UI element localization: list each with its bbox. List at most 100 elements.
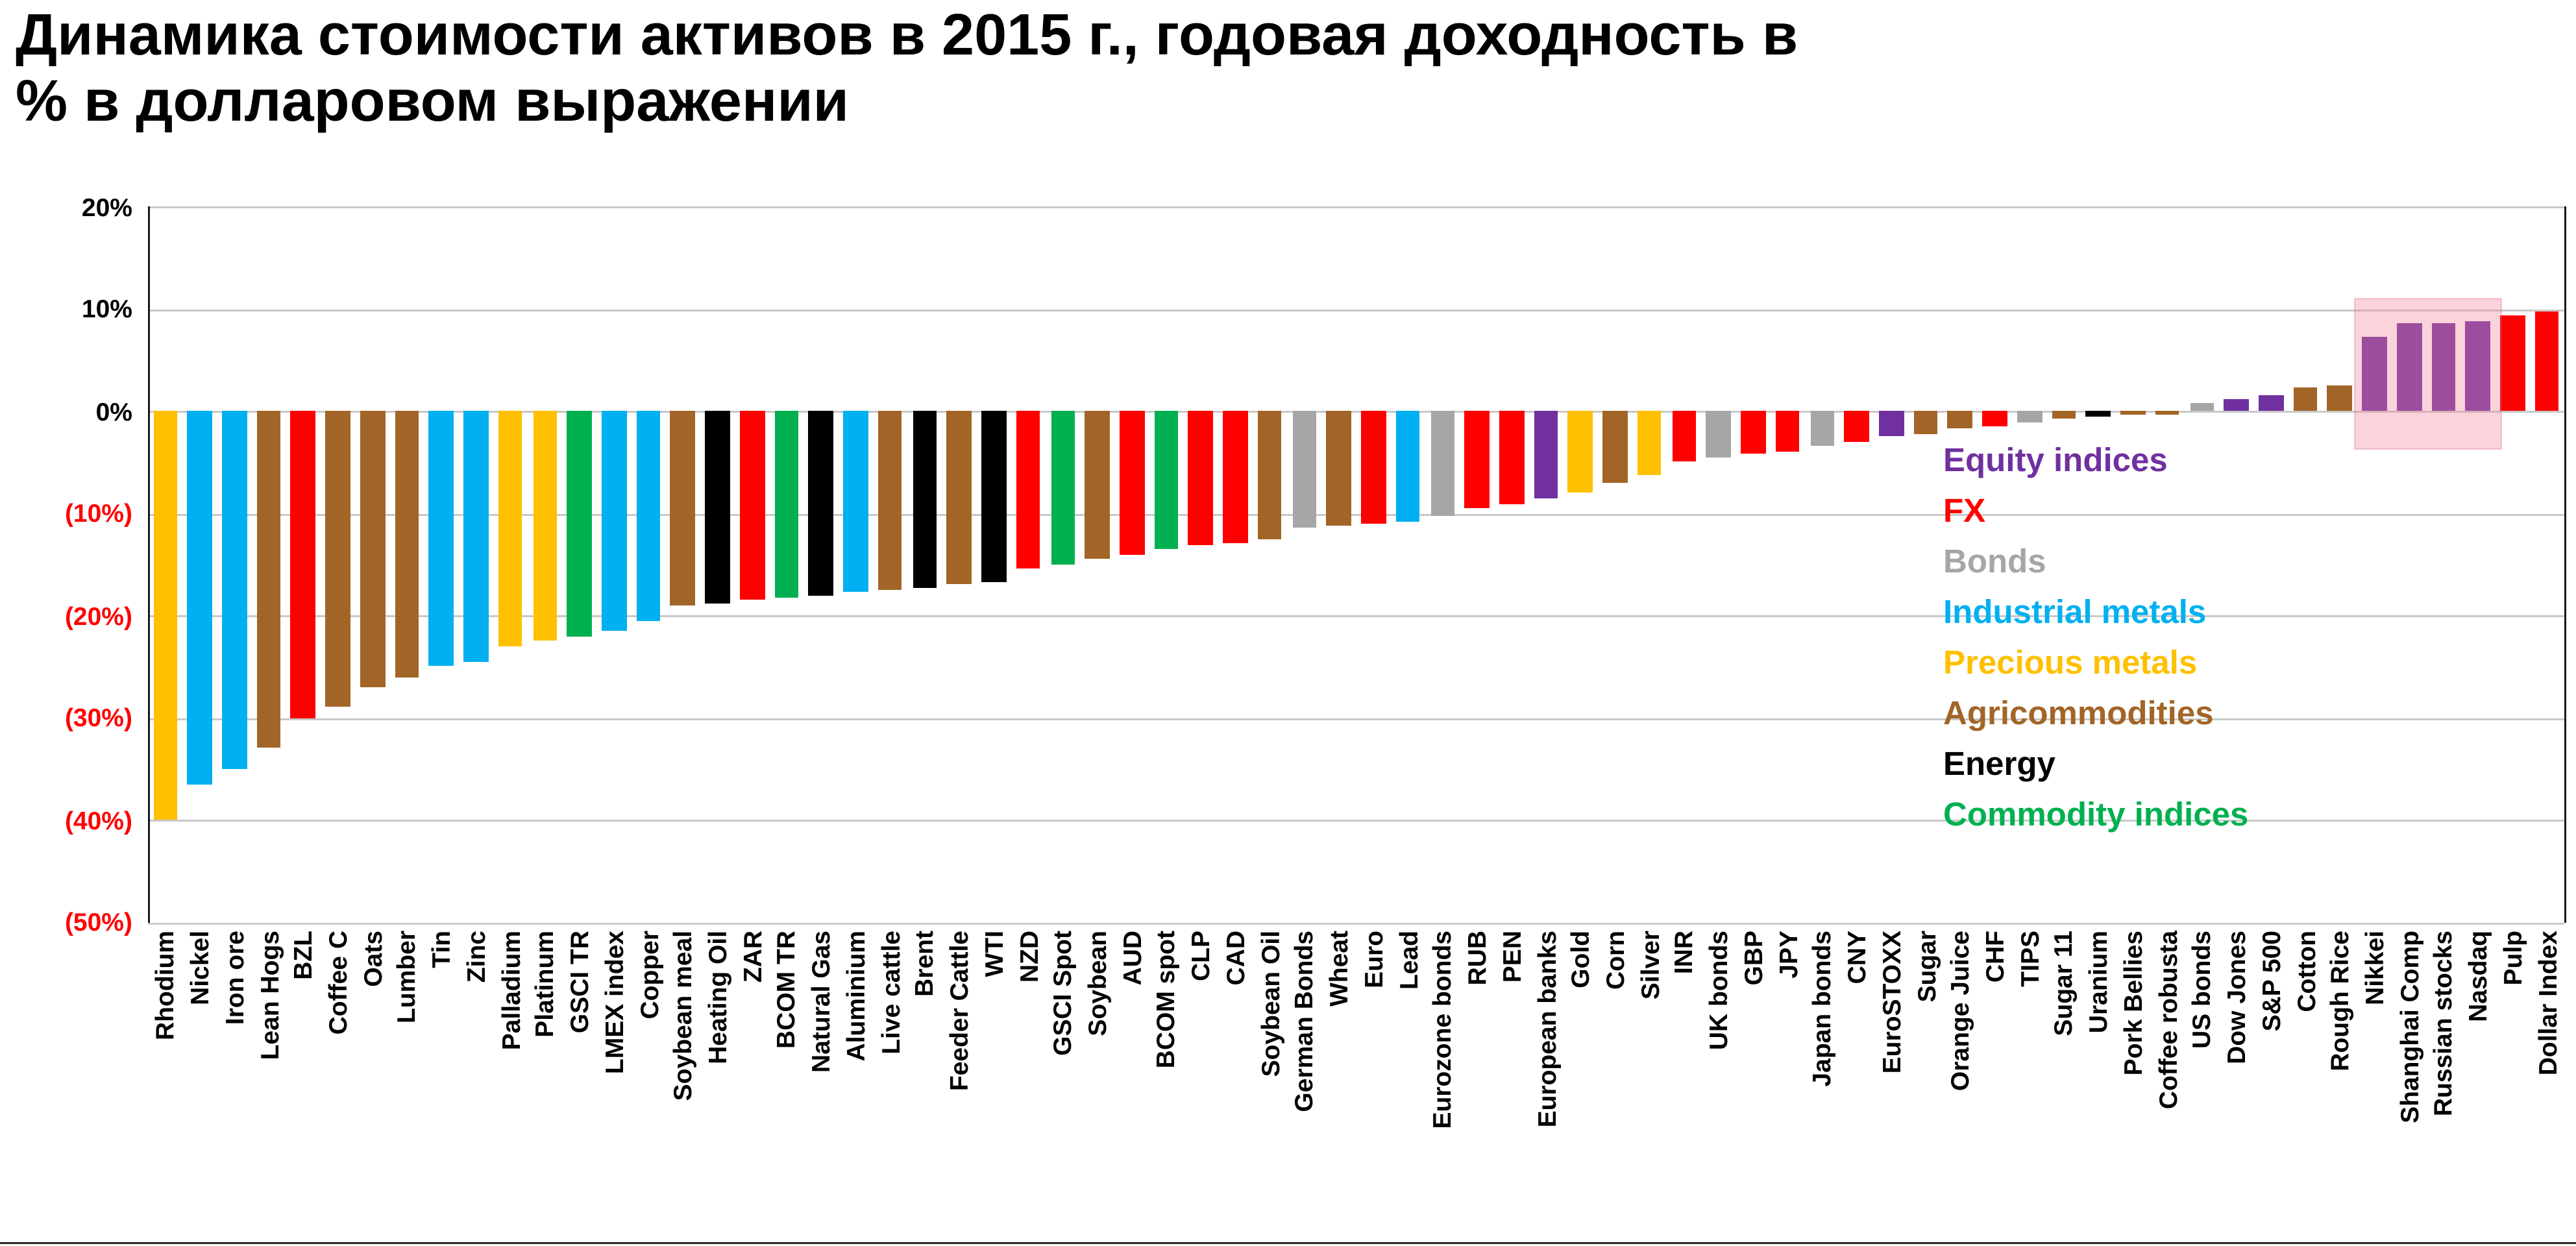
chart-bar xyxy=(809,411,833,595)
highlight-box xyxy=(2354,298,2503,451)
chart-bar xyxy=(912,411,937,588)
x-axis-category-label: Shanghai Comp xyxy=(2392,931,2426,1238)
x-axis-category-label-text: Nickel xyxy=(185,931,215,1005)
x-axis-category-label-text: GSCI Spot xyxy=(1048,931,1077,1056)
x-axis-category-label-text: GSCI TR xyxy=(565,931,595,1034)
chart-bar xyxy=(1085,411,1110,559)
x-axis-category-label-text: Eurozone bonds xyxy=(1427,931,1457,1129)
x-axis-category-label-text: WTI xyxy=(979,931,1009,977)
x-axis-category-label-text: Shanghai Comp xyxy=(2394,931,2424,1123)
chart-bar xyxy=(463,411,489,661)
chart-bar xyxy=(498,411,523,646)
chart-title-line2: % в долларовом выражении xyxy=(16,69,849,134)
x-axis-category-label: RUB xyxy=(1460,931,1494,1238)
x-axis-category-label: Russian stocks xyxy=(2426,931,2460,1238)
chart-bar xyxy=(187,411,212,784)
chart-bar xyxy=(222,411,247,769)
legend-entry-precious-metals: Precious metals xyxy=(1943,644,2198,681)
y-axis-tick-label: (20%) xyxy=(64,600,132,630)
x-axis-category-label-text: RUB xyxy=(1462,931,1492,986)
chart-bar xyxy=(1982,411,2007,426)
x-axis-category-label-text: CNY xyxy=(1842,931,1872,984)
x-axis-category-label: Euro xyxy=(1356,931,1391,1238)
chart-bar xyxy=(1948,411,1973,430)
chart-bar xyxy=(1775,411,1800,452)
chart-bar xyxy=(1913,411,1938,434)
x-axis-category-label-text: Pulp xyxy=(2497,931,2527,986)
x-axis-category-label-text: European banks xyxy=(1531,931,1561,1128)
x-axis-category-label-text: Rhodium xyxy=(151,931,180,1040)
x-axis-category-label: Zinc xyxy=(459,931,493,1238)
x-axis-category-label-text: Sugar 11 xyxy=(2049,931,2079,1036)
x-axis-category-label-text: US bonds xyxy=(2187,931,2217,1049)
chart-bar xyxy=(877,411,903,590)
chart-bar xyxy=(1809,411,1835,447)
gridline xyxy=(148,717,2564,720)
x-axis-category-label-text: Gold xyxy=(1565,931,1595,988)
gridline xyxy=(148,820,2564,822)
x-axis-category-label-text: LMEX index xyxy=(599,931,629,1075)
chart-bar xyxy=(1395,411,1421,522)
x-axis-category-label-text: Lean Hogs xyxy=(254,931,284,1060)
x-axis-category-label: Live cattle xyxy=(873,931,907,1238)
chart-bar xyxy=(602,411,626,631)
chart-bar xyxy=(1188,411,1213,546)
x-axis-category-label: UK bonds xyxy=(1701,931,1736,1238)
y-axis-tick-label: (30%) xyxy=(64,703,132,732)
legend-entry-equity-indices: Equity indices xyxy=(1943,442,2168,479)
x-axis-category-label: S&P 500 xyxy=(2253,931,2288,1238)
chart-bar xyxy=(2293,388,2318,411)
x-axis-category-label: Feeder Cattle xyxy=(942,931,976,1238)
chart-bar xyxy=(1257,411,1282,539)
x-axis-category-label: PEN xyxy=(1494,931,1528,1238)
x-axis-category-label: Orange Juice xyxy=(1943,931,1978,1238)
chart-bar xyxy=(2224,398,2249,411)
chart-bar xyxy=(1223,411,1248,544)
x-axis-category-label: Cotton xyxy=(2288,931,2322,1238)
chart-bar xyxy=(1637,411,1662,476)
chart-bar xyxy=(1292,411,1317,529)
x-axis-category-label: Uranium xyxy=(2081,931,2115,1238)
chart-bar xyxy=(1326,411,1351,526)
x-axis-category-label: US bonds xyxy=(2185,931,2219,1238)
chart-bar xyxy=(360,411,385,687)
x-axis-category-label: Nikkei xyxy=(2357,931,2392,1238)
chart-bar xyxy=(739,411,765,600)
x-axis-category-label-text: Nikkei xyxy=(2359,931,2389,1005)
gridline xyxy=(148,615,2564,617)
x-axis-category-label: Nickel xyxy=(182,931,217,1238)
x-axis-category-label-text: Nasdaq xyxy=(2463,931,2493,1022)
x-axis-category-label-text: Lumber xyxy=(392,931,422,1024)
x-axis-category-label: BCOM spot xyxy=(1149,931,1183,1238)
x-axis-category-label: CLP xyxy=(1184,931,1218,1238)
x-axis-category-label: Aluminium xyxy=(839,931,873,1238)
chart-bar xyxy=(1119,411,1144,554)
chart-bar xyxy=(636,411,661,620)
x-axis-category-label: Lumber xyxy=(389,931,424,1238)
x-axis-category-label: Pulp xyxy=(2496,931,2530,1238)
x-axis-category-label-text: Copper xyxy=(633,931,663,1020)
legend-entry-energy: Energy xyxy=(1943,746,2055,783)
x-axis-category-label-text: Orange Juice xyxy=(1945,931,1975,1092)
x-axis-category-label: Coffee robusta xyxy=(2150,931,2185,1238)
legend-entry-bonds: Bonds xyxy=(1943,543,2046,580)
x-axis-category-label-text: CLP xyxy=(1186,931,1216,981)
x-axis-category-label: European banks xyxy=(1528,931,1563,1238)
x-axis-category-label-text: Silver xyxy=(1635,931,1665,1000)
y-axis-tick-label: 20% xyxy=(81,191,132,221)
x-axis-category-label-text: Wheat xyxy=(1324,931,1354,1007)
legend-entry-fx: FX xyxy=(1943,493,1986,530)
x-axis-category-label-text: Brent xyxy=(910,931,940,997)
plot-right-border xyxy=(2564,206,2567,922)
x-axis-category-label-text: PEN xyxy=(1497,931,1527,983)
chart-bar xyxy=(774,411,799,598)
chart-bar xyxy=(1154,411,1179,549)
gridline xyxy=(148,206,2564,208)
x-axis-category-label: Sugar xyxy=(1908,931,1943,1238)
x-axis-category-label: Copper xyxy=(632,931,666,1238)
x-axis-category-label-text: Lead xyxy=(1393,931,1423,990)
x-axis-category-label-text: Natural Gas xyxy=(806,931,836,1073)
chart-bar xyxy=(1050,411,1075,565)
x-axis-category-label-text: Coffee C xyxy=(323,931,352,1035)
